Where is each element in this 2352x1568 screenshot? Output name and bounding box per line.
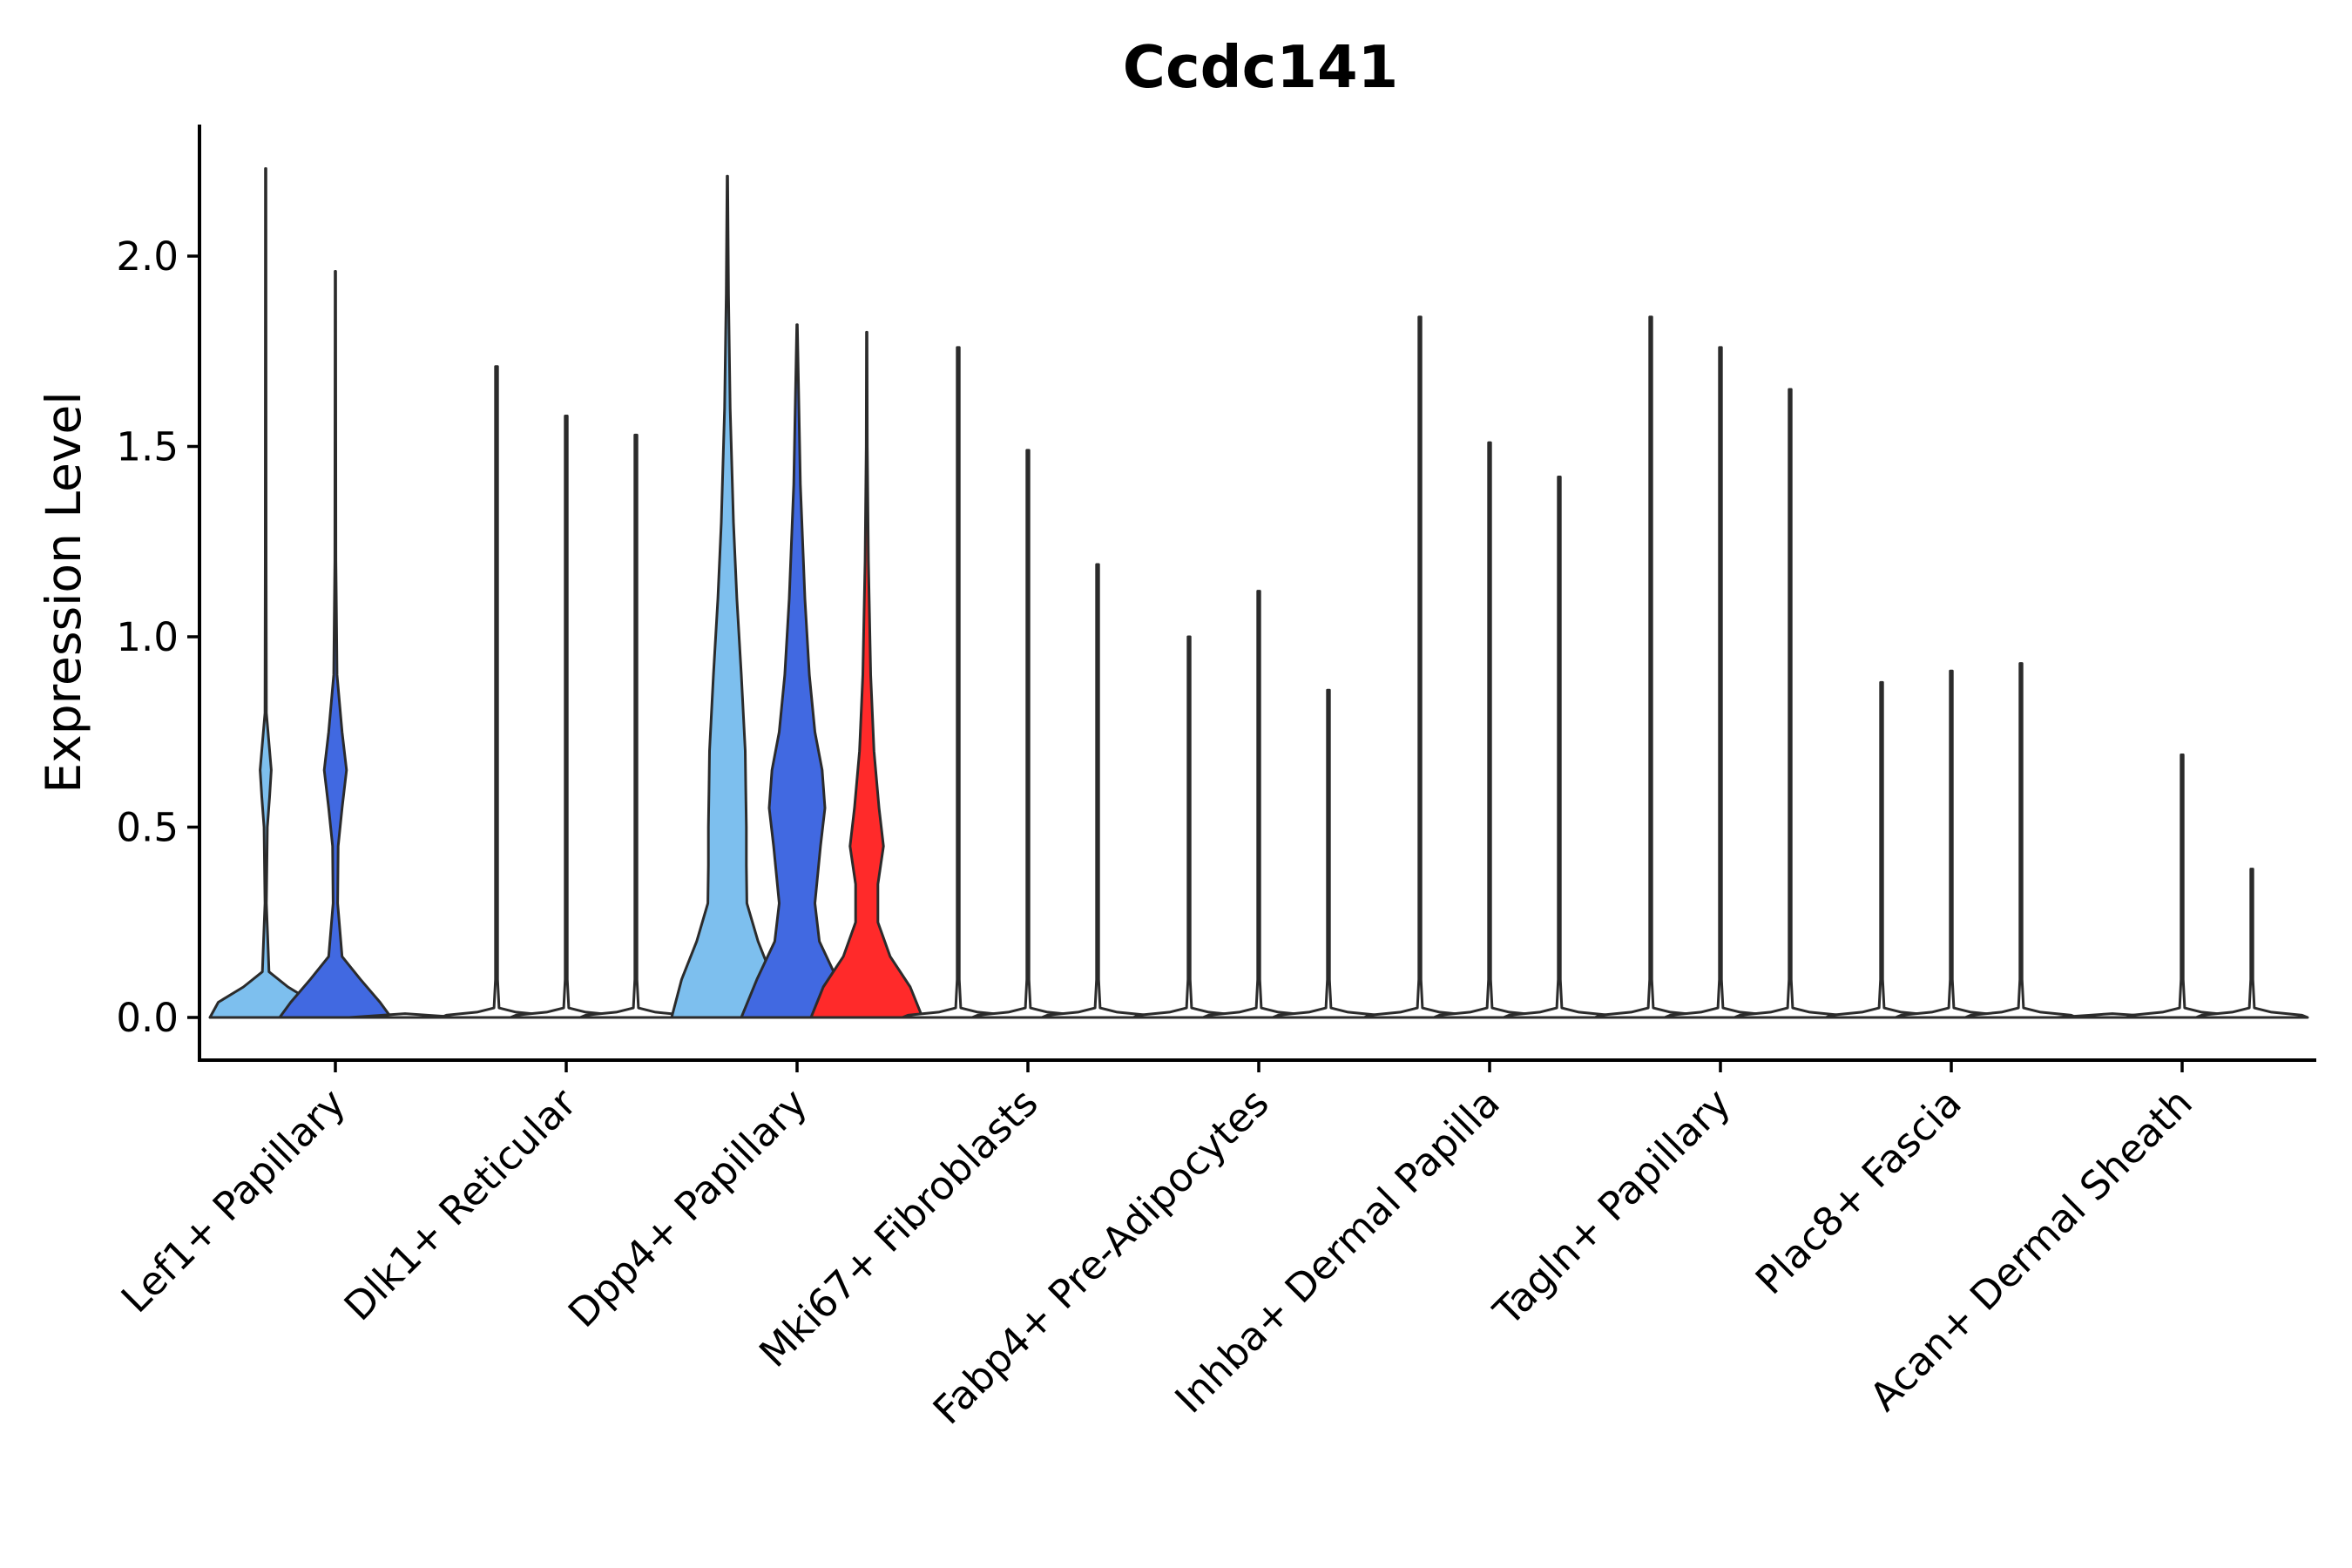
violin-2-group-1 <box>439 365 554 1019</box>
y-axis-ticks: 0.0 0.5 1.0 1.5 2.0 <box>116 233 199 1041</box>
violin-7-group-2 <box>1663 346 1778 1019</box>
violin-6-group-2 <box>1432 441 1547 1019</box>
violin-8-group-1 <box>1824 680 1939 1019</box>
violin-7-group-1 <box>1593 315 1708 1019</box>
violin-8-group-3 <box>1963 662 2078 1019</box>
violin-6-group-3 <box>1502 476 1617 1019</box>
y-tick-label-0.5: 0.5 <box>116 805 179 851</box>
violin-5-group-3 <box>1271 688 1386 1019</box>
violin-1-group-3 <box>348 1012 463 1019</box>
violin-1-group-1 <box>208 167 323 1019</box>
violin-2-group-2 <box>509 415 624 1019</box>
x-tick-label-8: Plac8+ Fascia <box>1747 1079 1970 1303</box>
violin-5-group-2 <box>1201 590 1316 1019</box>
chart-title: Ccdc141 <box>1123 33 1398 101</box>
violin-8-group-2 <box>1894 669 2009 1019</box>
violin-9-group-3 <box>2194 868 2309 1019</box>
y-axis-label: Expression Level <box>36 391 91 793</box>
x-tick-label-2: Dlk1+ Reticular <box>335 1079 585 1329</box>
violin-1-group-2 <box>278 270 393 1019</box>
violin-4-group-1 <box>901 346 1016 1019</box>
y-tick-label-0.0: 0.0 <box>116 995 179 1041</box>
violin-2-group-3 <box>578 433 693 1019</box>
x-tick-label-1: Lef1+ Papillary <box>112 1079 355 1321</box>
violin-7-group-3 <box>1733 388 1848 1019</box>
violin-3-group-2 <box>740 323 855 1019</box>
y-tick-label-1.0: 1.0 <box>116 614 179 660</box>
violin-5-group-1 <box>1132 635 1247 1019</box>
violin-9-group-2 <box>2125 754 2240 1019</box>
x-tick-label-7: Tagln+ Papillary <box>1484 1079 1740 1335</box>
y-tick-label-1.5: 1.5 <box>116 424 179 470</box>
violin-4-group-3 <box>1040 563 1155 1019</box>
x-tick-label-3: Dpp4+ Papillary <box>559 1079 816 1336</box>
violin-4-group-2 <box>970 449 1085 1019</box>
violin-3-group-3 <box>809 330 924 1019</box>
violin-6-group-1 <box>1362 315 1477 1019</box>
violin-layer <box>208 167 2309 1019</box>
y-tick-label-2.0: 2.0 <box>116 233 179 280</box>
violin-3-group-1 <box>670 174 785 1019</box>
